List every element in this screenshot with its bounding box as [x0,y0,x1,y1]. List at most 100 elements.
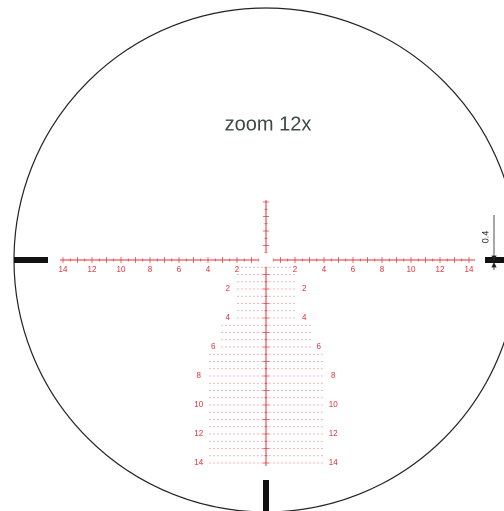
dot [269,375,271,377]
dot [221,440,223,442]
dot [313,462,315,464]
dot [301,361,303,362]
dot [249,411,251,413]
dot [285,295,287,297]
dot [293,382,295,384]
dot [229,440,231,442]
dot [285,317,287,319]
dot [289,324,291,326]
dot [309,440,311,442]
dot [257,324,259,326]
dot [281,440,283,442]
dot [269,397,271,399]
dot [277,317,279,319]
dot [269,411,271,413]
dot [321,462,323,464]
dot [281,274,283,275]
dot [269,404,271,406]
dot [245,295,247,297]
dot [221,462,223,464]
dot [321,411,323,413]
dot [261,433,263,435]
dot [273,411,275,413]
dot [273,303,275,304]
dot [281,411,283,413]
dot [281,281,283,283]
dot [229,390,231,391]
dot [301,346,303,348]
dot [289,382,291,384]
dot [301,324,303,326]
dot [245,310,247,312]
dot [301,448,303,449]
dot [253,361,255,362]
dot [225,419,227,420]
dot [305,411,307,413]
dot [213,419,215,420]
dot [269,295,271,297]
zoom-title: zoom 12x [225,113,312,135]
dot [305,455,307,457]
dot [281,310,283,312]
dot [281,295,283,297]
dot [213,375,215,377]
dot [209,440,211,442]
dot [313,419,315,420]
dot [241,397,243,399]
h-label-left: 8 [148,265,153,274]
dot [293,390,295,391]
dot [261,419,263,420]
dot [293,361,295,362]
dot [261,375,263,377]
h-label-left: 6 [177,265,182,274]
dot [237,426,239,428]
dot [261,288,263,290]
dot [273,390,275,391]
dot [301,433,303,435]
dot [273,274,275,275]
dot [249,288,251,290]
dot [277,361,279,362]
dot [261,274,263,275]
dot [257,266,259,268]
dot [293,288,295,290]
dot [289,397,291,399]
dot [289,317,291,319]
dot [309,462,311,464]
dot [277,274,279,275]
dot [217,411,219,413]
dot [241,295,243,297]
dot [233,382,235,384]
dot [217,404,219,406]
dot [301,462,303,464]
dot [225,455,227,457]
dot [249,281,251,283]
dot [285,339,287,341]
dot [269,426,271,428]
dot [257,339,259,341]
dot [309,346,311,348]
dot [285,433,287,435]
dot [273,375,275,377]
dot [261,426,263,428]
dot [213,390,215,391]
dot [253,317,255,319]
h-label-right: 14 [465,265,474,274]
dot [221,404,223,406]
dot [249,390,251,391]
dot [237,411,239,413]
dot [229,411,231,413]
dot [285,462,287,464]
dot [245,303,247,304]
dot [209,353,211,355]
dot [241,274,243,275]
dot [261,324,263,326]
dot [245,274,247,275]
dot [229,368,231,370]
dimension [488,215,500,270]
dot [249,317,251,319]
dot [237,310,239,312]
dot [261,440,263,442]
dot [321,353,323,355]
dot [289,353,291,355]
